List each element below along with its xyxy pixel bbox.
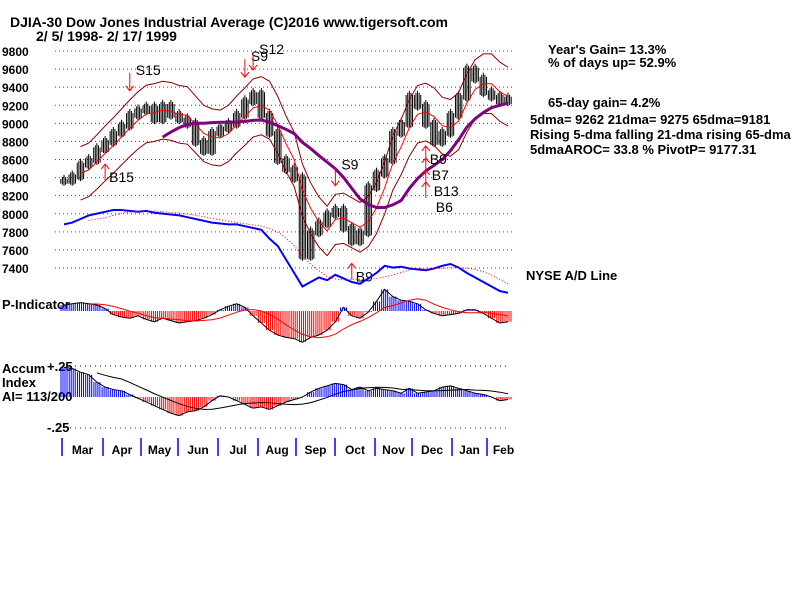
month-label: Feb — [493, 443, 514, 457]
sell-signal-label: S9 — [251, 48, 268, 64]
month-axis: Mar Apr May Jun Jul Aug Sep Oct Nov Dec Jan Feb — [61, 438, 514, 457]
lower-band — [80, 113, 509, 257]
month-label: Apr — [112, 443, 133, 457]
ad-line — [63, 209, 509, 294]
pct-days-up: % of days up= 52.9% — [548, 55, 677, 70]
buy-signal-label: B15 — [109, 169, 134, 185]
month-label: Jul — [229, 443, 246, 457]
price-bars — [60, 63, 512, 261]
sell-arrow-head — [248, 64, 258, 71]
ma21-line — [80, 83, 509, 232]
month-label: Oct — [345, 443, 365, 457]
p-indicator-label: P-Indicator — [2, 297, 70, 312]
accum-top-label: +.25 — [47, 359, 73, 374]
y-axis-ticks: 9800 9600 9400 9200 9000 8800 8600 8400 8200 8000… — [2, 45, 29, 276]
p-indicator-line — [63, 288, 509, 343]
ai-label: AI= 113/200 — [2, 389, 72, 404]
accum-ma-line — [96, 372, 509, 410]
month-label: Jun — [187, 443, 208, 457]
sell-signal-label: S15 — [136, 62, 161, 78]
buy-arrow-head — [421, 169, 431, 176]
sell-arrow-head — [125, 85, 135, 92]
index-label: Index — [2, 375, 37, 390]
y-tick-label: 8800 — [2, 135, 29, 149]
gain-65: 65-day gain= 4.2% — [548, 95, 661, 110]
dma-values: 5dma= 9262 21dma= 9275 65dma=9181 — [530, 112, 770, 127]
sell-signal-label: S12 — [259, 41, 284, 57]
month-label: Mar — [72, 443, 94, 457]
month-label: Sep — [304, 443, 326, 457]
y-tick-label: 9200 — [2, 99, 29, 113]
y-tick-label: 9000 — [2, 117, 29, 131]
sell-arrow-head — [330, 180, 340, 187]
y-tick-label: 9800 — [2, 45, 29, 59]
buy-arrow-head — [421, 145, 431, 152]
sell-arrow-head — [240, 71, 250, 79]
p-indicator-panel — [60, 288, 512, 343]
buy-arrow-head — [347, 262, 357, 269]
trend-text: Rising 5-dma falling 21-dma rising 65-dm… — [530, 127, 792, 142]
years-gain: Year's Gain= 13.3% — [548, 42, 667, 57]
y-tick-label: 9600 — [2, 63, 29, 77]
month-label: Aug — [265, 443, 288, 457]
month-label: Nov — [382, 443, 405, 457]
buy-signal-label: B9 — [356, 268, 373, 284]
buy-arrow-head — [100, 163, 110, 170]
buy-signal-label: B7 — [432, 167, 449, 183]
buy-signal-label: B9 — [430, 151, 447, 167]
month-label: Dec — [421, 443, 443, 457]
buy-signal-label: B6 — [436, 199, 453, 215]
y-tick-label: 7800 — [2, 226, 29, 240]
ad-line-panel — [63, 209, 509, 294]
buy-arrow-head — [421, 157, 431, 164]
y-tick-label: 7400 — [2, 262, 29, 276]
buy-arrow-head — [421, 181, 431, 188]
chart-title: DJIA-30 Dow Jones Industrial Average (C)… — [10, 14, 448, 30]
sell-signal-label: S9 — [341, 157, 358, 173]
y-tick-label: 8000 — [2, 208, 29, 222]
month-label: May — [148, 443, 172, 457]
ad-ma-line — [88, 210, 509, 285]
y-tick-label: 8400 — [2, 172, 29, 186]
y-tick-label: 8200 — [2, 190, 29, 204]
p-indicator-ma — [88, 298, 509, 339]
buy-signal-label: B13 — [434, 183, 459, 199]
ad-line-label: NYSE A/D Line — [526, 268, 617, 283]
accum-bottom-label: -.25 — [47, 420, 69, 435]
y-tick-label: 8600 — [2, 154, 29, 168]
month-label: Jan — [459, 443, 480, 457]
accum-label: Accum — [2, 361, 45, 376]
accum-index-panel — [60, 365, 512, 429]
y-tick-label: 9400 — [2, 81, 29, 95]
price-grid — [55, 50, 512, 269]
aroc-text: 5dmaAROC= 33.8 % PivotP= 9177.31 — [530, 142, 756, 157]
y-tick-label: 7600 — [2, 244, 29, 258]
date-range: 2/ 5/ 1998- 2/ 17/ 1999 — [36, 28, 177, 44]
